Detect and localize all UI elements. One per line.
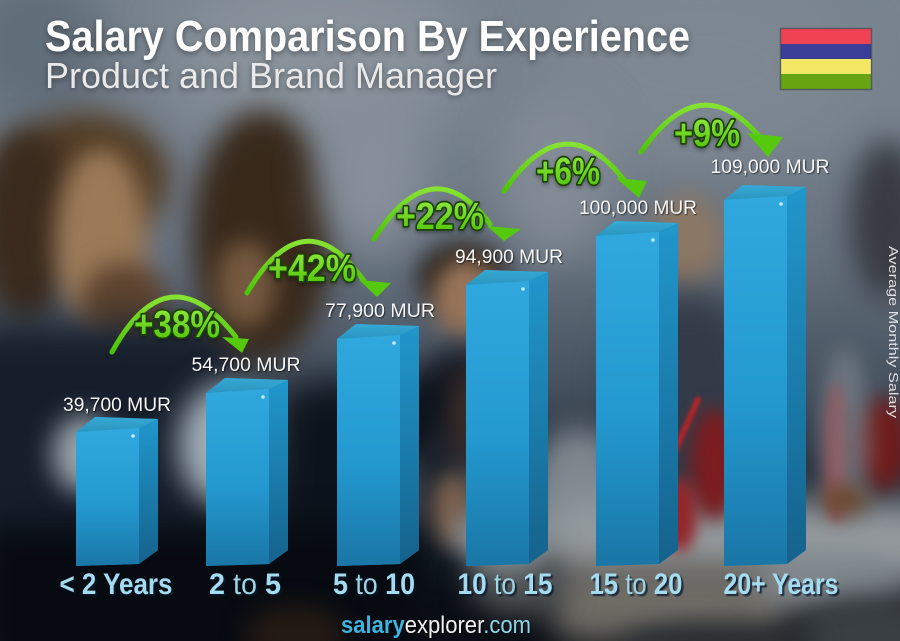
svg-text:15 to 20: 15 to 20: [590, 568, 683, 601]
svg-text:5 to 10: 5 to 10: [333, 568, 415, 601]
svg-text:Product and Brand Manager: Product and Brand Manager: [45, 55, 497, 96]
svg-text:39,700 MUR: 39,700 MUR: [63, 395, 171, 416]
svg-text:+42%: +42%: [268, 248, 356, 290]
svg-text:77,900 MUR: 77,900 MUR: [325, 301, 435, 322]
svg-text:salaryexplorer.com: salaryexplorer.com: [341, 612, 531, 639]
svg-text:+6%: +6%: [536, 151, 600, 193]
svg-text:Average Monthly Salary: Average Monthly Salary: [886, 246, 900, 419]
svg-text:10 to 15: 10 to 15: [458, 568, 553, 601]
svg-text:20+ Years: 20+ Years: [724, 568, 839, 601]
svg-text:94,900 MUR: 94,900 MUR: [455, 247, 563, 268]
svg-text:< 2 Years: < 2 Years: [60, 568, 173, 601]
svg-text:+9%: +9%: [674, 113, 740, 155]
svg-text:Salary Comparison By Experienc: Salary Comparison By Experience: [45, 12, 690, 61]
svg-text:100,000 MUR: 100,000 MUR: [579, 198, 697, 219]
svg-text:2 to 5: 2 to 5: [209, 568, 281, 601]
svg-text:54,700 MUR: 54,700 MUR: [192, 355, 301, 376]
svg-text:109,000 MUR: 109,000 MUR: [711, 157, 830, 178]
svg-text:+22%: +22%: [396, 196, 484, 238]
svg-text:+38%: +38%: [134, 304, 220, 346]
